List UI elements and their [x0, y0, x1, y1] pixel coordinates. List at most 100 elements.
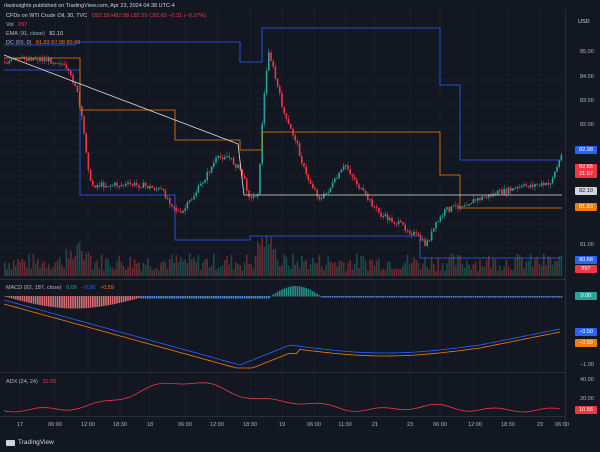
volume-bar — [371, 259, 373, 276]
macd-hist-bar — [305, 288, 307, 297]
volume-bar — [283, 254, 285, 276]
candle — [186, 202, 189, 209]
ema-legend[interactable]: EMA (91, close) 82.10 — [6, 31, 63, 38]
macd-hist-bar — [499, 296, 501, 298]
macd-hist-bar — [479, 296, 481, 298]
candle — [114, 182, 116, 186]
time-label: 21 — [371, 422, 379, 428]
candle — [250, 197, 252, 199]
macd-hist-bar — [558, 296, 560, 298]
volume-bar — [307, 269, 310, 276]
volume-bar — [235, 262, 237, 276]
macd-hist-bar — [527, 296, 530, 298]
volume-bar — [512, 270, 514, 276]
macd-hist-value: 0.00 — [66, 285, 77, 291]
candle — [243, 175, 246, 179]
dc-label: DC (60, 0) — [6, 40, 32, 46]
pane-divider-adx[interactable] — [0, 372, 565, 373]
candle — [516, 186, 519, 189]
candle — [474, 199, 477, 201]
volume-value: 897 — [18, 22, 28, 28]
macd-hist-bar — [252, 296, 255, 299]
macd-hist-bar — [70, 296, 72, 309]
candle — [191, 199, 193, 201]
macd-hist-bar — [488, 296, 490, 298]
time-label: 06:00 — [433, 422, 447, 428]
macd-hist-bar — [270, 295, 272, 297]
volume-bar — [397, 268, 400, 276]
candle — [543, 182, 545, 186]
candle — [494, 193, 497, 196]
volume-bar — [26, 267, 28, 276]
macd-hist-bar — [413, 296, 415, 298]
candle — [446, 207, 448, 210]
macd-hist-bar — [514, 296, 516, 298]
pane-divider-macd[interactable] — [0, 279, 565, 280]
volume-bar — [94, 262, 96, 276]
volume-bar — [34, 263, 37, 276]
volume-bar — [164, 261, 167, 276]
chart-plot-area[interactable] — [0, 0, 566, 420]
volume-bar — [272, 249, 274, 276]
candle — [378, 207, 380, 213]
volume-bar — [226, 256, 228, 276]
candle — [48, 57, 50, 62]
macd-hist-bar — [237, 296, 239, 299]
volume-bar — [276, 260, 279, 276]
macd-hist-bar — [303, 287, 305, 297]
candle — [382, 216, 384, 217]
macd-hist-bar — [325, 296, 327, 298]
macd-hist-bar — [426, 296, 428, 298]
volume-bar — [540, 265, 543, 276]
candle — [373, 206, 376, 208]
volume-bar — [547, 256, 549, 276]
macd-hist-bar — [384, 296, 387, 298]
volume-bar — [342, 262, 345, 276]
volume-bar — [138, 262, 140, 276]
candle — [318, 196, 321, 200]
macd-hist-bar — [466, 296, 468, 298]
time-label: 11:30 — [338, 422, 352, 428]
volume-bar — [127, 266, 129, 276]
candle — [94, 185, 96, 188]
candle — [59, 63, 61, 65]
candle — [175, 207, 178, 211]
macd-hist-bar — [98, 296, 101, 307]
candle — [353, 176, 356, 180]
macd-hist-bar — [448, 296, 450, 298]
macd-hist-bar — [279, 290, 281, 297]
candle — [525, 184, 527, 187]
candle — [336, 178, 338, 180]
volume-bar — [356, 253, 358, 276]
candle — [540, 182, 543, 186]
macd-hist-bar — [402, 296, 404, 298]
macd-hist-bar — [239, 296, 241, 299]
macd-hist-bar — [213, 296, 215, 299]
macd-legend[interactable]: MACD (92, 187, close) 0.00 −0.50 −0.59 — [6, 285, 114, 292]
macd-hist-bar — [89, 296, 92, 308]
volume-bar — [545, 265, 547, 276]
macd-hist-bar — [131, 296, 134, 300]
macd-hist-bar — [21, 296, 24, 302]
macd-hist-bar — [12, 296, 15, 299]
candle — [188, 200, 191, 203]
volume-bar — [457, 254, 459, 276]
candle — [375, 206, 378, 208]
dc-legend[interactable]: DC (60, 0) 81.83 82.98 80.68 — [6, 40, 80, 47]
volume-bar — [28, 254, 30, 276]
adx-legend[interactable]: ADX (24, 24) 10.55 — [6, 379, 56, 386]
volume-bar — [430, 257, 433, 276]
symbol-legend[interactable]: CFDs on WTI Crude Oil, 30, TVC O82.59 H8… — [6, 13, 206, 20]
volume-bar — [239, 265, 241, 276]
volume-legend[interactable]: Vol 897 — [6, 22, 27, 29]
volume-bar — [351, 269, 354, 276]
macd-hist-bar — [452, 296, 455, 298]
volume-bar — [538, 264, 541, 276]
volume-bar — [191, 259, 193, 276]
tradingview-logo-text: TradingView — [18, 439, 54, 446]
macd-hist-bar — [545, 296, 547, 298]
macd-hist-bar — [142, 296, 145, 299]
volume-bar — [85, 253, 87, 276]
currency-label[interactable]: USD — [578, 19, 590, 25]
macd-hist-bar — [417, 296, 420, 298]
